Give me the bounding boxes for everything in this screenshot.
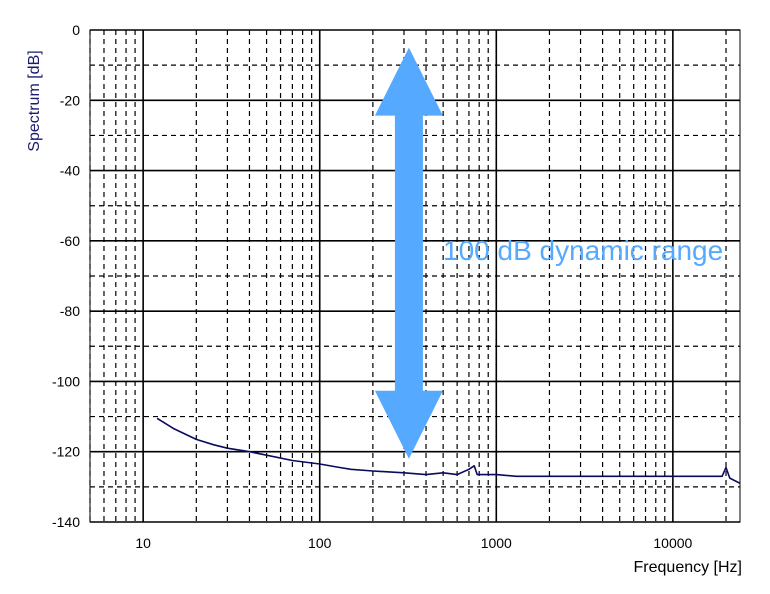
series-group (156, 417, 741, 485)
x-tick-label: 10000 (653, 535, 692, 551)
x-tick-label: 1000 (481, 535, 512, 551)
y-tick-label: 0 (72, 22, 80, 38)
x-tick-label: 100 (308, 535, 332, 551)
dynamic-range-arrow (374, 47, 443, 459)
y-tick-label: -20 (60, 92, 80, 108)
y-tick-label: -40 (60, 163, 80, 179)
y-tick-label: -60 (60, 233, 80, 249)
y-tick-label: -120 (52, 444, 80, 460)
x-tick-label: 10 (135, 535, 151, 551)
y-tick-label: -140 (52, 514, 80, 530)
annotation-group: 100 dB dynamic range (374, 47, 723, 459)
y-axis-label: Spectrum [dB] (26, 50, 43, 151)
x-tick-labels: 10 100 1000 10000 (135, 535, 692, 551)
y-tick-label: -80 (60, 303, 80, 319)
annotation-label: 100 dB dynamic range (443, 235, 723, 266)
y-tick-labels: 0 -20 -40 -60 -80 -100 -120 -140 (52, 22, 80, 530)
plot-frame (89, 29, 741, 523)
x-axis-label: Frequency [Hz] (634, 559, 742, 576)
spectrum-line (156, 417, 741, 485)
y-tick-label: -100 (52, 373, 80, 389)
